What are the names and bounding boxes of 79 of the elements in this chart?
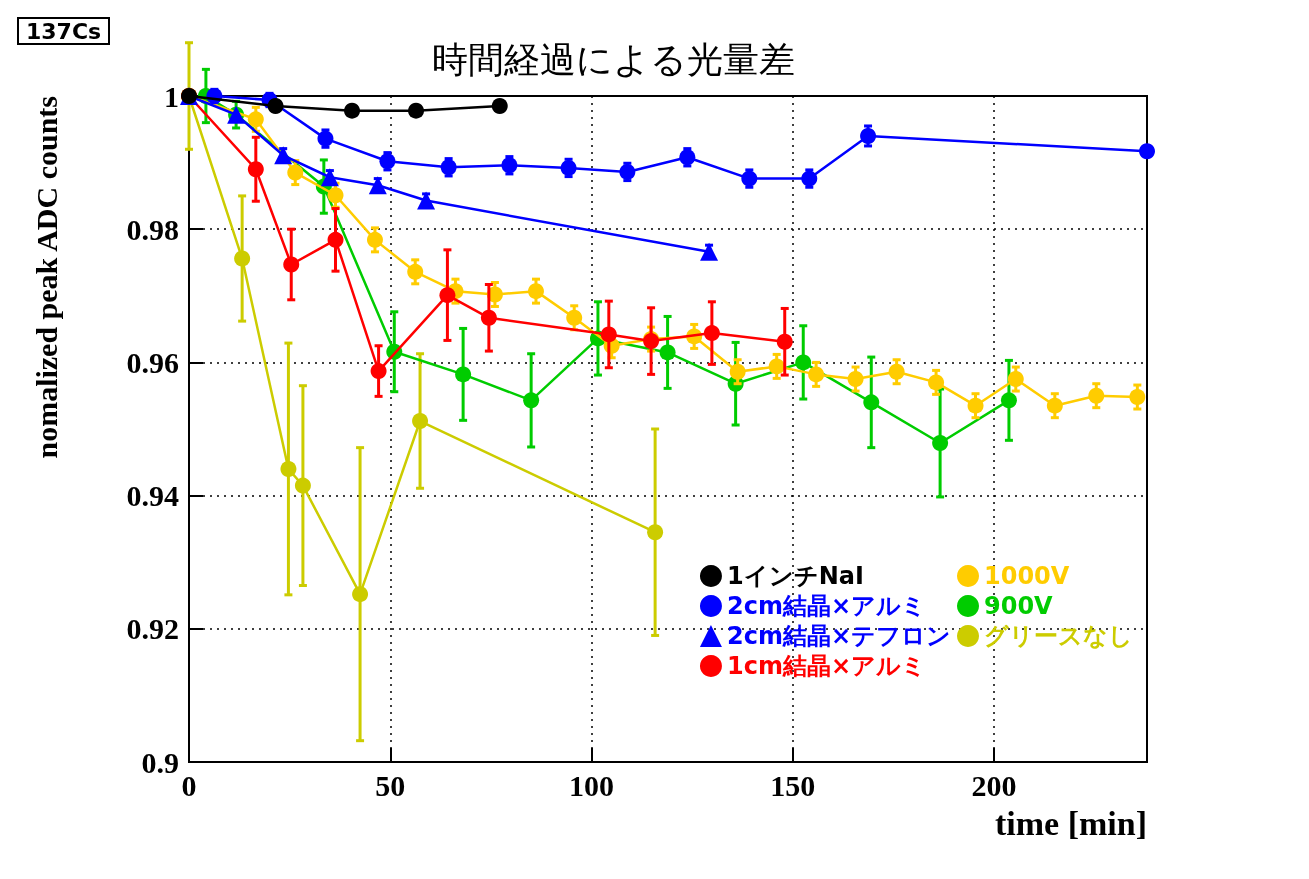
point bbox=[280, 460, 297, 477]
point bbox=[352, 586, 369, 603]
point bbox=[287, 164, 304, 181]
point bbox=[344, 102, 361, 119]
point bbox=[888, 363, 905, 380]
y-tick-label: 0.98 bbox=[126, 212, 179, 246]
point bbox=[863, 394, 880, 411]
point bbox=[501, 157, 518, 174]
point bbox=[370, 363, 387, 380]
x-tick-label: 100 bbox=[569, 768, 615, 802]
point bbox=[729, 363, 746, 380]
legend-label: 2cm結晶×テフロン bbox=[726, 622, 951, 650]
point bbox=[768, 358, 785, 375]
point bbox=[366, 231, 383, 248]
point bbox=[741, 170, 758, 187]
point bbox=[932, 434, 949, 451]
x-axis-title: time [min] bbox=[994, 804, 1147, 842]
point bbox=[327, 187, 344, 204]
point bbox=[560, 159, 577, 176]
point bbox=[523, 392, 540, 409]
x-tick-label: 0 bbox=[181, 768, 197, 802]
point bbox=[412, 413, 429, 429]
y-tick-label: 1 bbox=[164, 79, 179, 113]
legend-label: 1インチNaI bbox=[726, 562, 864, 590]
point bbox=[317, 130, 334, 147]
y-tick-label: 0.9 bbox=[141, 745, 179, 779]
point bbox=[407, 263, 424, 280]
point bbox=[600, 326, 617, 343]
point bbox=[379, 153, 396, 170]
point bbox=[860, 127, 877, 144]
point bbox=[1007, 371, 1024, 388]
point bbox=[247, 111, 264, 128]
x-tick-label: 200 bbox=[971, 768, 1017, 802]
y-tick-label: 0.94 bbox=[126, 479, 179, 513]
point bbox=[439, 287, 456, 304]
point bbox=[320, 168, 339, 187]
point bbox=[455, 366, 472, 383]
point bbox=[283, 256, 300, 273]
legend-label: 2cm結晶×アルミ bbox=[726, 592, 926, 620]
y-axis-title: nomalized peak ADC counts bbox=[29, 96, 63, 459]
point bbox=[1088, 387, 1105, 404]
legend-label: 1000V bbox=[984, 562, 1070, 590]
text: 137Cs bbox=[26, 18, 102, 44]
point bbox=[294, 477, 311, 494]
y-tick-label: 0.96 bbox=[126, 345, 179, 379]
point bbox=[408, 102, 425, 119]
point bbox=[566, 309, 583, 326]
point bbox=[619, 163, 636, 180]
point bbox=[234, 250, 251, 267]
point bbox=[491, 97, 508, 114]
chart-title: 時間経過による光量差 bbox=[431, 38, 795, 80]
legend-label: 900V bbox=[984, 592, 1054, 620]
legend-label: グリースなし bbox=[984, 622, 1133, 650]
point bbox=[703, 325, 720, 342]
point bbox=[847, 371, 864, 388]
point bbox=[327, 231, 344, 248]
point bbox=[480, 309, 497, 326]
point bbox=[440, 159, 457, 176]
point bbox=[776, 333, 793, 350]
point bbox=[1000, 392, 1017, 409]
point bbox=[647, 524, 664, 541]
point bbox=[1129, 389, 1146, 406]
point bbox=[247, 161, 264, 178]
point bbox=[1046, 397, 1063, 414]
y-tick-label: 0.92 bbox=[126, 612, 179, 646]
point bbox=[527, 283, 544, 300]
point bbox=[967, 397, 984, 414]
point bbox=[801, 170, 818, 187]
point bbox=[659, 344, 676, 361]
x-tick-label: 150 bbox=[770, 768, 816, 802]
point bbox=[808, 366, 825, 383]
point bbox=[928, 374, 945, 391]
point bbox=[267, 97, 284, 114]
point bbox=[274, 146, 293, 165]
point bbox=[679, 149, 696, 166]
point bbox=[1139, 143, 1155, 160]
legend-label: 1cm結晶×アルミ bbox=[726, 652, 926, 680]
point bbox=[795, 354, 812, 371]
x-tick-label: 50 bbox=[375, 768, 406, 802]
